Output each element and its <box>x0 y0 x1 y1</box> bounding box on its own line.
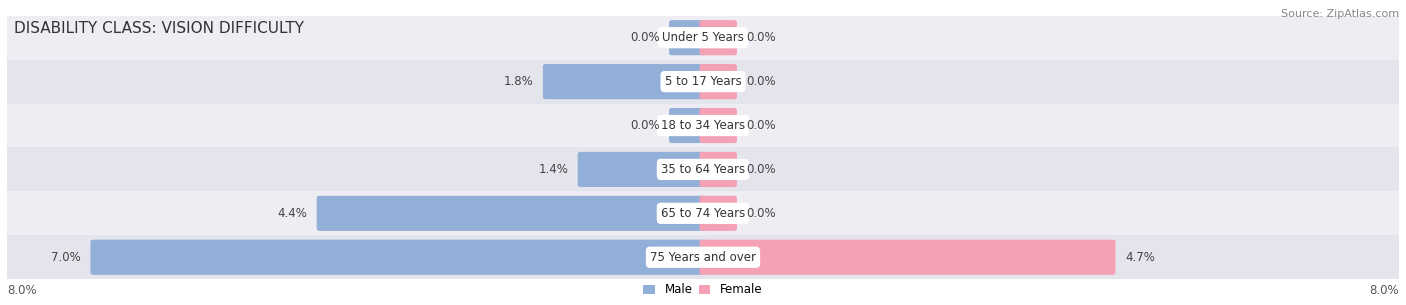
Text: 4.7%: 4.7% <box>1125 251 1154 264</box>
Text: 18 to 34 Years: 18 to 34 Years <box>661 119 745 132</box>
Text: 7.0%: 7.0% <box>51 251 82 264</box>
Text: 0.0%: 0.0% <box>747 31 776 44</box>
FancyBboxPatch shape <box>700 152 737 187</box>
FancyBboxPatch shape <box>543 64 706 99</box>
Legend: Male, Female: Male, Female <box>644 283 762 296</box>
FancyBboxPatch shape <box>578 152 706 187</box>
FancyBboxPatch shape <box>700 196 737 231</box>
FancyBboxPatch shape <box>669 20 706 55</box>
FancyBboxPatch shape <box>669 108 706 143</box>
Text: 0.0%: 0.0% <box>630 31 659 44</box>
Text: DISABILITY CLASS: VISION DIFFICULTY: DISABILITY CLASS: VISION DIFFICULTY <box>14 21 304 36</box>
FancyBboxPatch shape <box>700 108 737 143</box>
Text: 75 Years and over: 75 Years and over <box>650 251 756 264</box>
FancyBboxPatch shape <box>700 20 737 55</box>
FancyBboxPatch shape <box>700 64 737 99</box>
Text: 4.4%: 4.4% <box>277 207 307 220</box>
Text: 8.0%: 8.0% <box>1369 285 1399 297</box>
Bar <box>7 60 1399 104</box>
Bar <box>7 104 1399 148</box>
Text: 35 to 64 Years: 35 to 64 Years <box>661 163 745 176</box>
Text: 0.0%: 0.0% <box>630 119 659 132</box>
FancyBboxPatch shape <box>316 196 706 231</box>
Bar <box>7 16 1399 60</box>
Text: 0.0%: 0.0% <box>747 75 776 88</box>
Bar <box>7 191 1399 235</box>
Text: Source: ZipAtlas.com: Source: ZipAtlas.com <box>1281 9 1399 19</box>
Text: 0.0%: 0.0% <box>747 119 776 132</box>
Text: 8.0%: 8.0% <box>7 285 37 297</box>
Text: 1.8%: 1.8% <box>503 75 533 88</box>
Text: 0.0%: 0.0% <box>747 163 776 176</box>
Text: 1.4%: 1.4% <box>538 163 568 176</box>
Text: Under 5 Years: Under 5 Years <box>662 31 744 44</box>
FancyBboxPatch shape <box>90 240 706 275</box>
Text: 65 to 74 Years: 65 to 74 Years <box>661 207 745 220</box>
Bar <box>7 235 1399 279</box>
FancyBboxPatch shape <box>700 240 1115 275</box>
Bar <box>7 148 1399 191</box>
Text: 0.0%: 0.0% <box>747 207 776 220</box>
Text: 5 to 17 Years: 5 to 17 Years <box>665 75 741 88</box>
